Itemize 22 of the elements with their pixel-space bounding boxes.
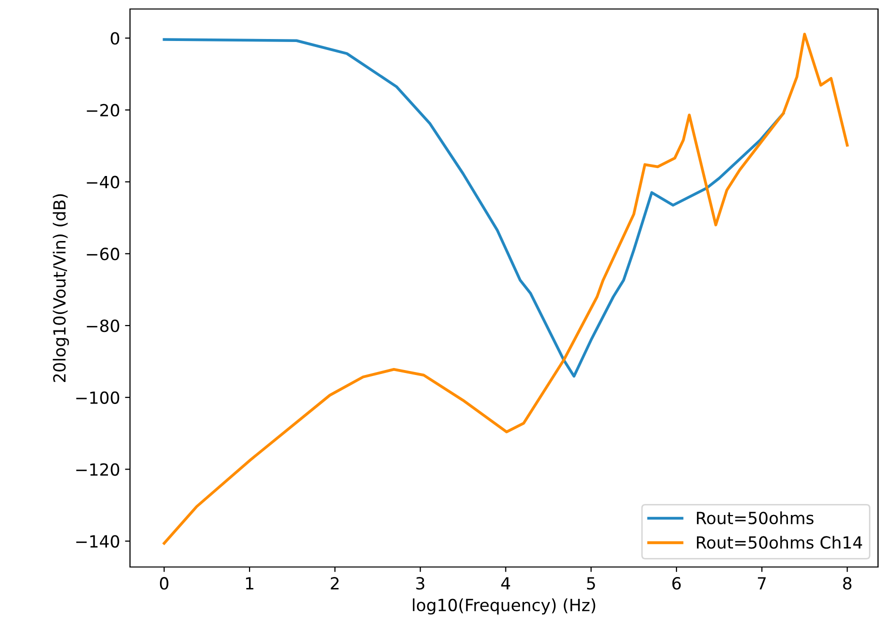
y-tick-label: −80 (86, 320, 120, 332)
y-tick-label: −60 (86, 248, 120, 260)
legend-label: Rout=50ohms Ch14 (696, 536, 862, 549)
x-tick-label: 4 (501, 577, 510, 590)
x-tick-label: 2 (330, 577, 339, 590)
line-series (162, 38, 785, 378)
y-tick-label: −40 (86, 176, 120, 188)
x-tick-label: 5 (587, 577, 595, 590)
y-tick-label: 0 (110, 32, 120, 45)
y-tick-label: −120 (76, 463, 120, 476)
x-tick-label: 8 (843, 577, 852, 590)
y-tick-label: −100 (76, 391, 120, 404)
x-tick-label: 0 (160, 577, 168, 590)
legend-label: Rout=50ohms (696, 511, 814, 524)
y-axis-title: 20log10(Vout/Vin) (dB) (52, 194, 69, 382)
x-tick-label: 1 (246, 577, 254, 590)
x-tick-label: 7 (758, 577, 766, 590)
x-tick-label: 3 (416, 577, 424, 590)
y-tick-label: −140 (76, 535, 120, 548)
x-tick-label: 6 (672, 577, 681, 590)
y-tick-label: −20 (86, 104, 120, 117)
x-axis-title: log10(Frequency) (Hz) (412, 598, 596, 615)
